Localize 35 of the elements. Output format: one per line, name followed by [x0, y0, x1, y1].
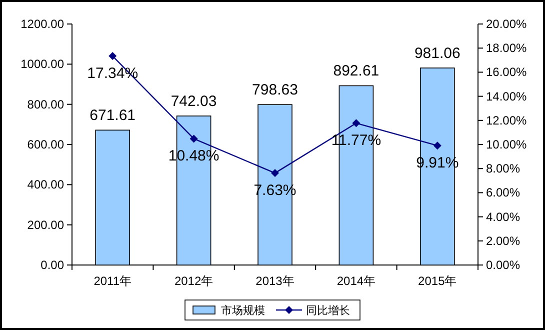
point	[433, 142, 442, 150]
y-tick-label: 1000.00	[20, 57, 64, 72]
y2-tick-label: 14.00%	[486, 89, 528, 104]
point	[190, 134, 198, 143]
point	[271, 169, 279, 178]
data-label: 981.06	[414, 44, 460, 62]
y2-tick-label: 0.00%	[486, 258, 520, 272]
y-tick-label: 1200.00	[20, 17, 64, 31]
y-tick-label: 200.00	[27, 218, 64, 232]
y2-tick-label: 10.00%	[486, 138, 528, 152]
y-tick-label: 400.00	[27, 178, 64, 192]
point	[108, 52, 117, 60]
y2-tick-label: 18.00%	[486, 41, 528, 56]
data-label: 892.61	[333, 62, 380, 80]
legend-label: 市场规模	[221, 304, 265, 317]
y2-tick-label: 2.00%	[486, 234, 520, 248]
data-label: 742.03	[170, 92, 217, 110]
y-tick-label: 800.00	[27, 97, 64, 112]
point	[352, 119, 360, 128]
data-label: 798.63	[252, 82, 298, 99]
y-tick-label: 600.00	[27, 138, 64, 152]
y-tick-label: 0.00	[40, 258, 64, 272]
x-tick-label: 2011年	[94, 274, 132, 288]
y2-tick-label: 8.00%	[486, 162, 520, 176]
x-tick-label: 2015年	[418, 274, 457, 288]
y2-tick-label: 6.00%	[486, 186, 520, 200]
y2-tick-label: 4.00%	[486, 210, 520, 224]
y2-tick-label: 16.00%	[486, 65, 528, 80]
x-tick-label: 2012年	[174, 274, 214, 288]
x-tick-label: 2014年	[336, 274, 376, 288]
y2-tick-label: 12.00%	[486, 113, 528, 128]
x-tick-label: 2013年	[256, 274, 294, 288]
y2-tick-label: 20.00%	[486, 17, 528, 31]
data-label: 671.61	[90, 107, 136, 124]
legend-label: 同比增长	[306, 304, 350, 317]
